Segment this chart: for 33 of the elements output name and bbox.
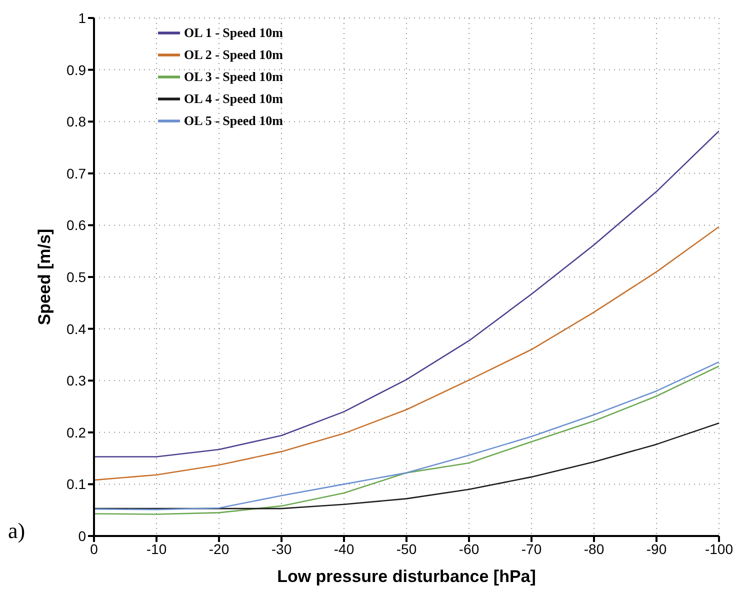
- y-tick-label: 0.1: [66, 476, 86, 492]
- legend-label: OL 5 - Speed 10m: [184, 113, 283, 128]
- text: a): [8, 518, 26, 544]
- x-tick-label: -50: [396, 540, 417, 557]
- y-tick-label: 0.5: [66, 268, 86, 285]
- x-tick-label: -100: [704, 540, 734, 557]
- x-tick-label: -70: [521, 540, 542, 557]
- x-tick-label: -80: [584, 540, 604, 557]
- x-tick-label: -20: [208, 540, 230, 557]
- y-tick-label: 0.8: [66, 114, 86, 130]
- y-tick-label: 0.2: [66, 424, 86, 440]
- legend-label: OL 4 - Speed 10m: [184, 91, 283, 106]
- x-axis-title: Low pressure disturbance [hPa]: [277, 567, 536, 586]
- y-axis-title: Speed [m/s]: [35, 228, 54, 326]
- y-tick-label: 0.4: [66, 320, 86, 337]
- legend-label: OL 2 - Speed 10m: [184, 47, 283, 62]
- y-tick-label: 0.6: [66, 217, 86, 234]
- legend-label: OL 3 - Speed 10m: [184, 69, 283, 84]
- y-tick-label: 0: [78, 528, 86, 544]
- x-tick-label: 0: [90, 540, 98, 557]
- x-tick-label: -60: [458, 540, 480, 557]
- y-tick-label: 0.7: [66, 165, 86, 182]
- x-tick-label: -40: [334, 540, 354, 557]
- y-tick-label: 0.3: [66, 372, 86, 389]
- y-tick-label: 1: [78, 10, 86, 26]
- x-tick-label: -90: [646, 540, 667, 557]
- line-series: [94, 422, 719, 510]
- line-series: [94, 226, 719, 481]
- x-tick-label: -10: [146, 540, 167, 557]
- line-series: [94, 130, 719, 458]
- y-tick-label: 0.9: [66, 62, 86, 78]
- legend-label: OL 1 - Speed 10m: [184, 25, 283, 40]
- x-tick-label: -30: [271, 540, 292, 557]
